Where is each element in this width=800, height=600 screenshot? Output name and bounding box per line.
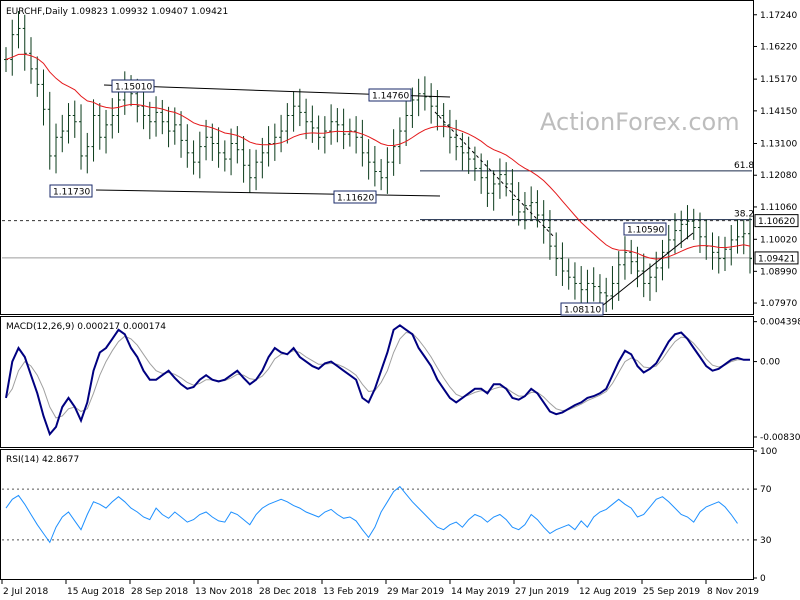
x-tick-label: 27 Jun 2019 — [515, 587, 569, 597]
macd-y-tick-label: -0.008306 — [760, 433, 800, 443]
price-label-box — [368, 88, 412, 102]
level-1062-tag-text: 1.10620 — [758, 217, 795, 227]
level-1062-tag — [754, 214, 799, 228]
x-axis: 2 Jul 2018 15 Aug 2018 28 Sep 2018 13 Nov 2… — [1, 580, 759, 597]
price-labels: 1.15010 1.14760 1.11730 1.11620 1.10590 1.081… — [49, 79, 667, 316]
rsi-y-axis: 100 70 30 0 — [753, 447, 777, 584]
rsi-y-tick-label: 0 — [760, 574, 766, 584]
price-label-text: 1.11730 — [53, 188, 90, 198]
price-y-axis: 1.17240 1.16220 1.15170 1.14150 1.13100 1.120… — [753, 2, 799, 313]
price-y-tick-label: 1.07970 — [760, 299, 797, 309]
dashed-trendline — [434, 111, 556, 239]
price-label-text: 1.15010 — [115, 83, 152, 93]
x-tick-label: 29 Mar 2019 — [387, 587, 444, 597]
macd-y-axis: 0.004398 0.00 -0.008306 — [753, 318, 800, 446]
rsi-y-tick-label: 30 — [760, 536, 772, 546]
x-tick-label: 13 Nov 2018 — [195, 587, 253, 597]
price-y-tick-label: 1.15170 — [760, 75, 797, 85]
fib-382-label: 38.2 — [734, 210, 754, 220]
rsi-line — [5, 485, 738, 544]
price-y-tick-label: 1.13100 — [760, 140, 797, 150]
price-ema-line — [5, 53, 751, 260]
price-label-text: 1.10590 — [627, 226, 664, 236]
current-price-tag-text: 1.09421 — [758, 254, 795, 264]
x-tick-label: 12 Aug 2019 — [579, 587, 637, 597]
price-y-tick-label: 1.12080 — [760, 171, 797, 181]
rsi-lines — [5, 485, 738, 544]
price-y-tick-label: 1.10020 — [760, 235, 797, 245]
rising-trendline — [596, 232, 694, 311]
x-tick-label: 28 Dec 2018 — [259, 587, 317, 597]
price-label-text: 1.11620 — [337, 194, 374, 204]
lower-channel-line — [95, 189, 441, 197]
price-label-box — [623, 222, 667, 236]
macd-header: MACD(12,26,9) 0.000217 0.000174 — [6, 322, 166, 332]
x-tick-label: 14 May 2019 — [451, 587, 510, 597]
current-price-tag — [754, 251, 799, 265]
macd-signal-line — [5, 331, 750, 419]
x-tick-label: 13 Feb 2019 — [323, 587, 379, 597]
price-y-tick-label: 1.17240 — [760, 11, 797, 21]
price-label-box — [111, 79, 155, 93]
rsi-guides — [2, 488, 752, 541]
price-panel-frame — [0, 0, 754, 315]
macd-y-tick-label: 0.004398 — [760, 318, 800, 328]
rsi-panel-frame — [0, 449, 754, 580]
x-tick-label: 28 Sep 2018 — [131, 587, 188, 597]
price-label-text: 1.14760 — [372, 92, 409, 102]
x-tick-label: 25 Sep 2019 — [643, 587, 700, 597]
price-y-tick-label: 1.08990 — [760, 267, 797, 277]
price-header: EURCHF,Daily 1.09823 1.09932 1.09407 1.0… — [6, 7, 228, 17]
x-tick-label: 15 Aug 2018 — [67, 587, 125, 597]
rsi-header: RSI(14) 42.8677 — [6, 455, 79, 465]
ema-line — [5, 53, 751, 260]
rsi-y-tick-label: 100 — [760, 447, 777, 457]
price-guides: 61.8 38.2 — [2, 161, 754, 259]
price-label-box — [49, 184, 93, 198]
rsi-y-tick-label: 70 — [760, 485, 772, 495]
price-y-tick-label: 1.14150 — [760, 107, 797, 117]
macd-y-tick-label: 0.00 — [760, 358, 780, 368]
price-label-text: 1.08110 — [564, 306, 601, 316]
watermark: ActionForex.com — [540, 108, 740, 136]
x-tick-label: 8 Nov 2019 — [707, 587, 759, 597]
macd-line — [5, 324, 750, 437]
price-candles — [4, 11, 752, 313]
fib-618-label: 61.8 — [734, 161, 754, 171]
price-y-tick-label: 1.11060 — [760, 203, 797, 213]
price-label-box — [560, 302, 604, 316]
price-label-box — [333, 190, 377, 204]
price-y-tick-label: 1.16220 — [760, 42, 797, 52]
macd-lines — [5, 324, 750, 437]
x-tick-label: 2 Jul 2018 — [3, 587, 48, 597]
